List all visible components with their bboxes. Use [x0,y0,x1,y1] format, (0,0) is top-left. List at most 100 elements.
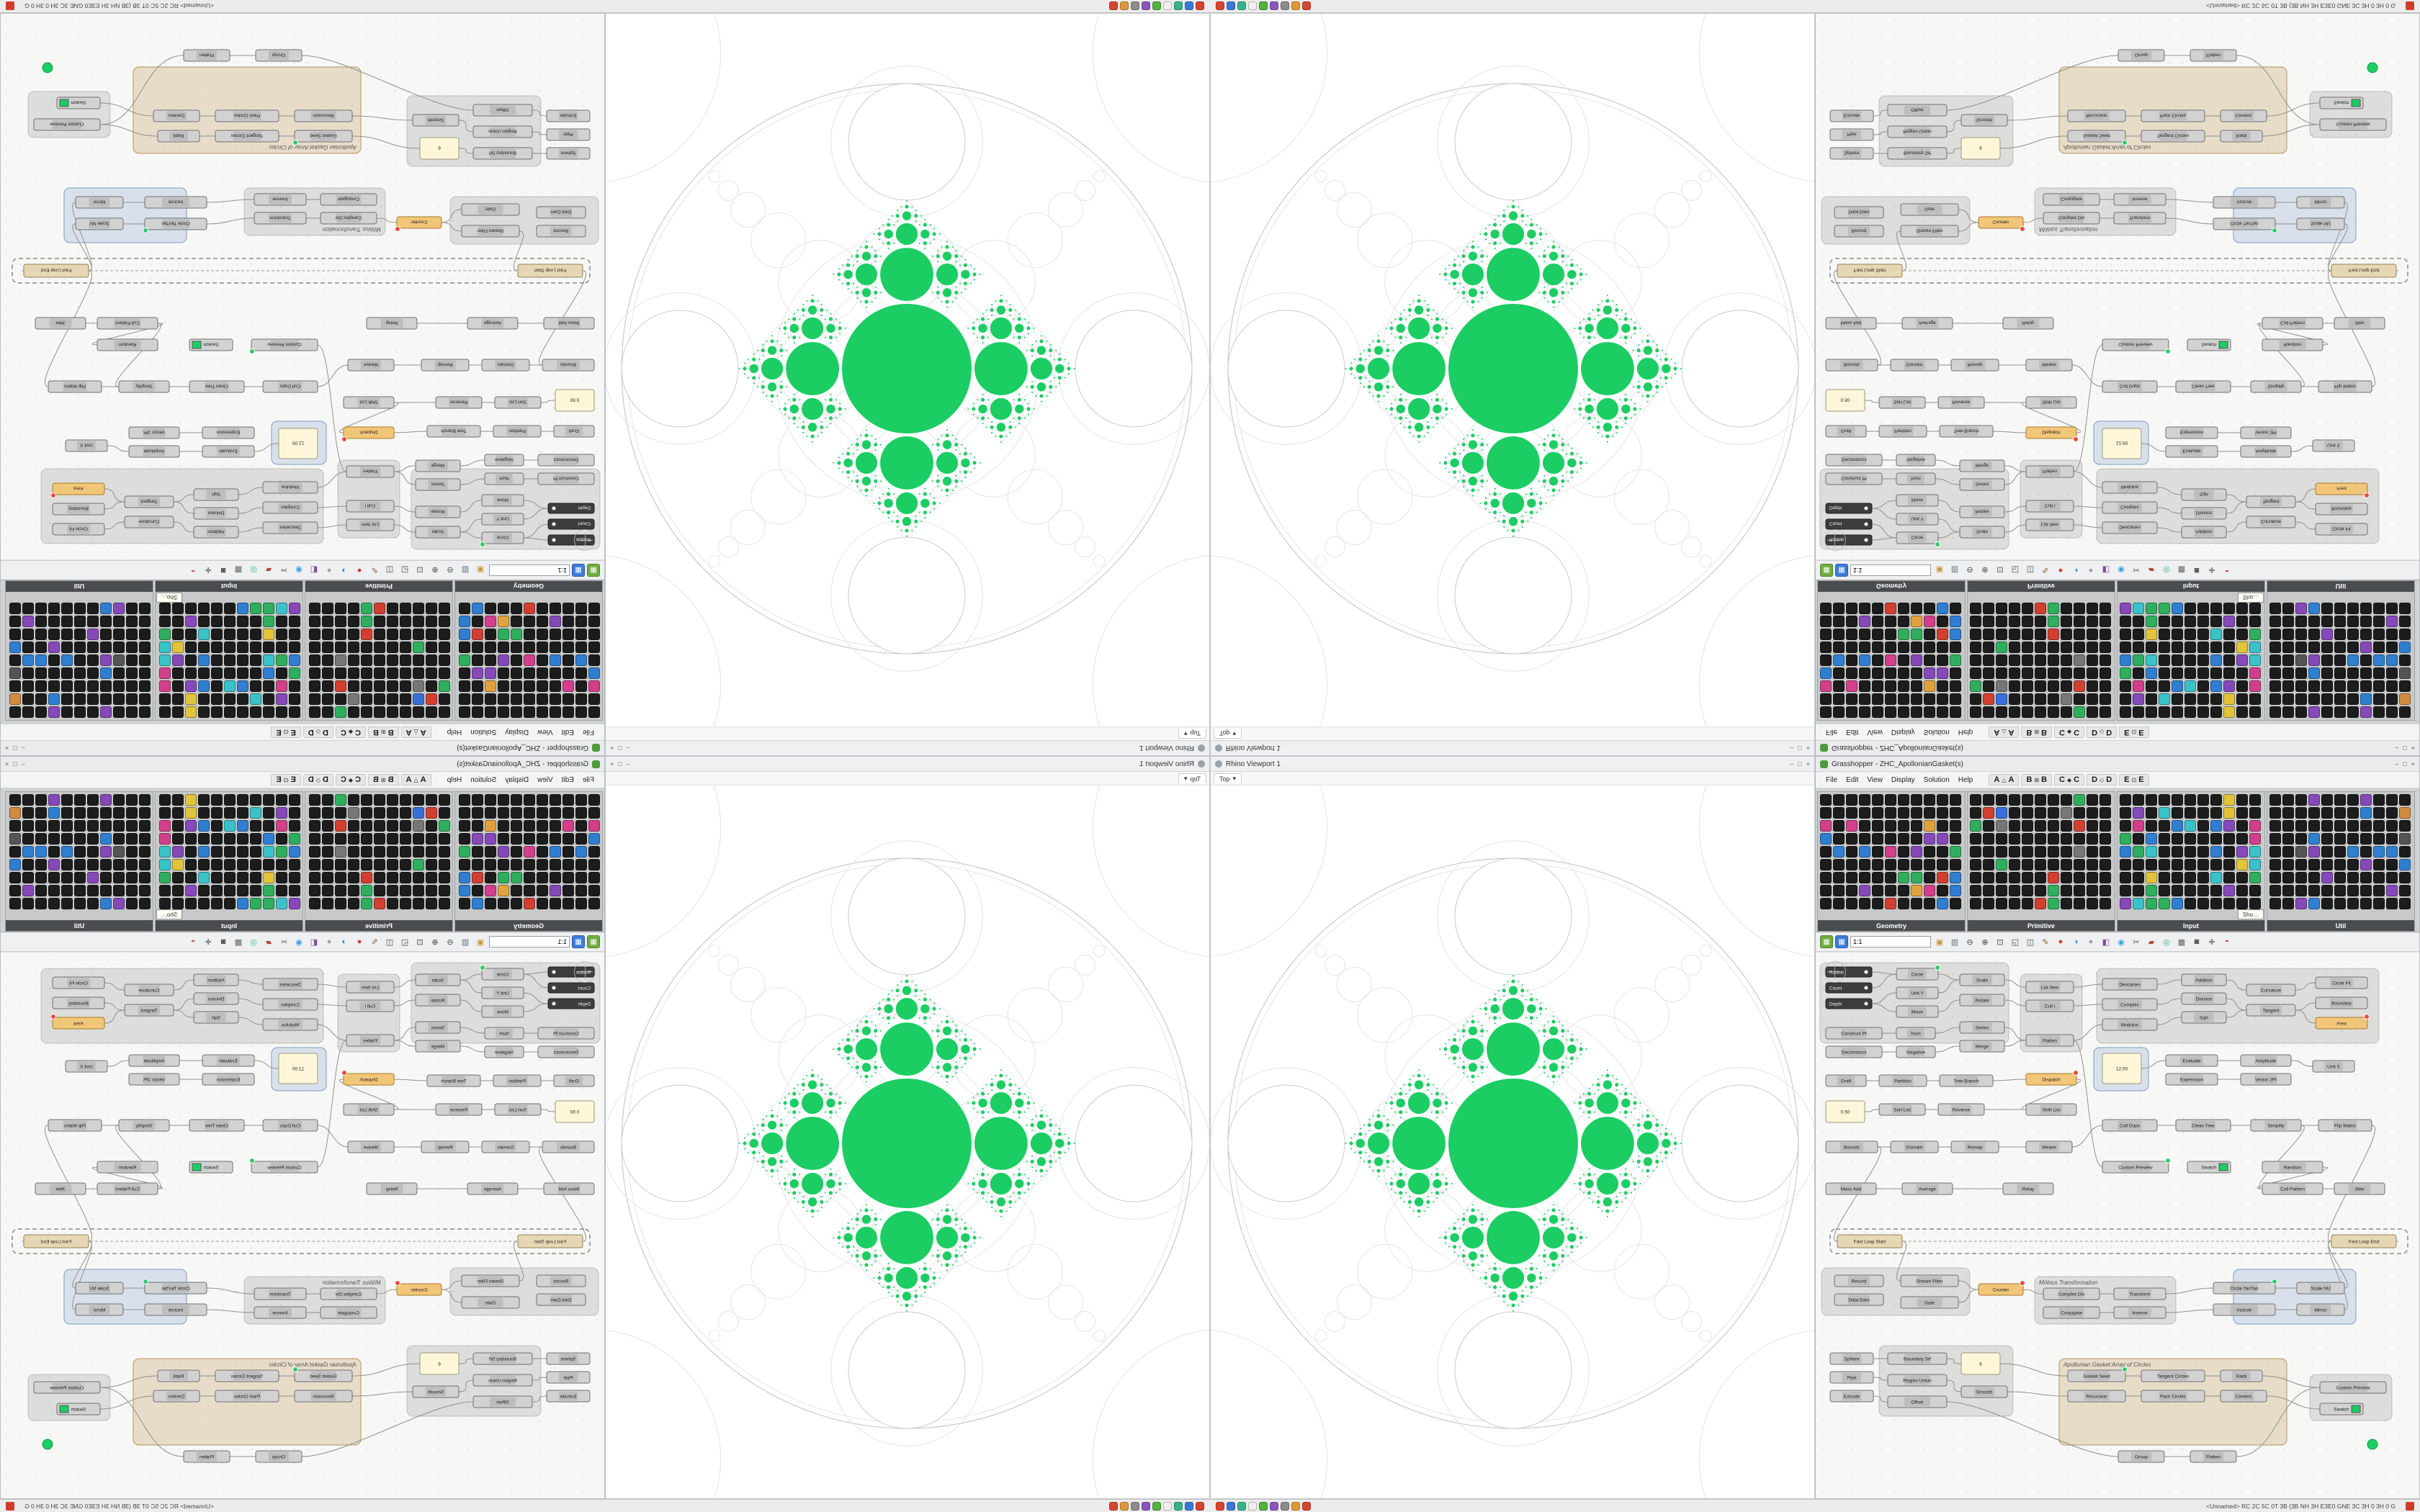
component-icon[interactable] [2159,846,2170,858]
gh-node[interactable] [1960,137,2001,160]
component-icon[interactable] [139,794,151,806]
component-icon[interactable] [2210,642,2222,653]
component-icon[interactable] [1950,680,1961,692]
component-icon[interactable] [2120,667,2131,679]
component-icon[interactable] [2321,667,2333,679]
component-icon[interactable] [472,807,483,819]
preview-shaded-button[interactable]: ▦ [1820,935,1833,948]
component-icon[interactable] [185,807,197,819]
component-icon[interactable] [1970,603,1981,614]
menu-item-help[interactable]: Help [1958,775,1973,784]
component-icon[interactable] [511,654,522,666]
component-icon[interactable] [322,693,333,705]
component-icon[interactable] [22,898,34,909]
taskbar-icon[interactable] [1131,1501,1139,1511]
component-icon[interactable] [2074,872,2085,883]
component-icon[interactable] [335,898,346,909]
component-icon[interactable] [2022,794,2033,806]
component-icon[interactable] [2282,629,2294,640]
component-icon[interactable] [2009,667,2020,679]
component-icon[interactable] [472,820,483,832]
component-icon[interactable] [1885,833,1896,845]
component-icon[interactable] [335,833,346,845]
gh-node[interactable] [1825,503,1873,514]
component-icon[interactable] [2035,859,2046,870]
component-icon[interactable] [224,807,236,819]
component-icon[interactable] [498,807,509,819]
component-icon[interactable] [550,642,561,653]
component-icon[interactable] [2172,706,2183,718]
component-icon[interactable] [1872,820,1883,832]
component-icon[interactable] [2099,846,2111,858]
component-icon[interactable] [2074,603,2085,614]
component-icon[interactable] [276,872,287,883]
component-icon[interactable] [224,667,236,679]
component-icon[interactable] [2223,807,2235,819]
component-icon[interactable] [198,859,210,870]
show-button[interactable]: Sho… [2238,909,2264,919]
component-icon[interactable] [2386,846,2398,858]
component-icon[interactable] [374,667,385,679]
component-icon[interactable] [348,898,359,909]
component-icon[interactable] [472,833,483,845]
component-icon[interactable] [575,603,587,614]
component-icon[interactable] [485,654,496,666]
component-icon[interactable] [2223,794,2235,806]
component-icon[interactable] [2249,794,2261,806]
component-icon[interactable] [335,820,346,832]
component-icon[interactable] [309,616,321,627]
component-icon[interactable] [276,616,287,627]
component-icon[interactable] [2159,833,2170,845]
component-icon[interactable] [309,833,321,845]
component-icon[interactable] [1924,859,1935,870]
show-button[interactable]: Sho… [156,909,182,919]
component-icon[interactable] [237,833,248,845]
component-icon[interactable] [61,680,73,692]
component-icon[interactable] [2321,807,2333,819]
component-icon[interactable] [2197,642,2209,653]
component-icon[interactable] [400,794,411,806]
component-icon[interactable] [87,859,99,870]
component-icon[interactable] [1996,807,2007,819]
component-icon[interactable] [1950,859,1961,870]
component-icon[interactable] [2282,654,2294,666]
component-icon[interactable] [1859,693,1870,705]
component-icon[interactable] [2048,693,2059,705]
component-icon[interactable] [485,642,496,653]
component-icon[interactable] [524,833,535,845]
component-icon[interactable] [1983,667,1994,679]
component-icon[interactable] [387,846,398,858]
component-icon[interactable] [1872,833,1883,845]
component-icon[interactable] [2399,898,2411,909]
component-icon[interactable] [309,807,321,819]
window-button[interactable]: × [610,760,614,768]
zoom-window-icon[interactable]: ⊡ [416,937,424,947]
component-icon[interactable] [413,872,424,883]
component-icon[interactable] [2269,616,2281,627]
component-icon[interactable] [2048,846,2059,858]
component-icon[interactable] [2282,667,2294,679]
component-icon[interactable] [2399,629,2411,640]
component-icon[interactable] [250,885,261,896]
component-icon[interactable] [550,833,561,845]
taskbar-icon[interactable] [1291,1501,1300,1511]
component-icon[interactable] [9,833,21,845]
component-icon[interactable] [2282,898,2294,909]
component-icon[interactable] [2184,667,2196,679]
component-icon[interactable] [2120,794,2131,806]
component-icon[interactable] [2197,885,2209,896]
red-ball-icon[interactable]: ● [357,937,362,946]
component-icon[interactable] [1859,680,1870,692]
component-icon[interactable] [309,629,321,640]
component-icon[interactable] [2282,846,2294,858]
component-icon[interactable] [2172,807,2183,819]
component-icon[interactable] [2099,807,2111,819]
node-canvas[interactable]: Möbius Transformation Apollonian Gasket A… [1,952,604,1498]
record-icon[interactable] [6,1,14,11]
component-icon[interactable] [22,807,34,819]
component-icon[interactable] [237,642,248,653]
component-icon[interactable] [2223,629,2235,640]
component-icon[interactable] [263,680,274,692]
component-icon[interactable] [1833,680,1845,692]
component-icon[interactable] [374,693,385,705]
